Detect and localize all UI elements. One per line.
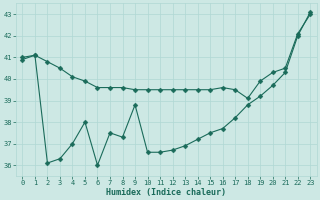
- X-axis label: Humidex (Indice chaleur): Humidex (Indice chaleur): [106, 188, 226, 197]
